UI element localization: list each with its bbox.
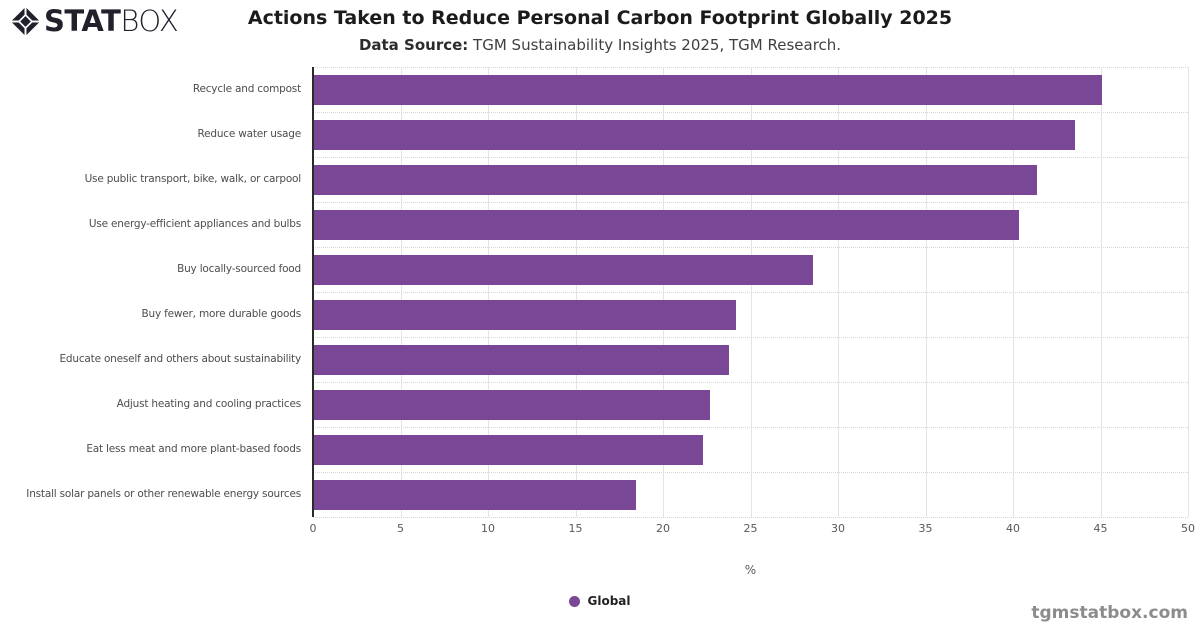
bar-6 [314, 344, 729, 375]
v-gridline [1100, 67, 1102, 517]
watermark: tgmstatbox.com [1031, 603, 1188, 623]
x-tick-label: 50 [1181, 522, 1195, 535]
bar-9 [314, 479, 636, 510]
chart-title: Actions Taken to Reduce Personal Carbon … [247, 7, 953, 29]
statbox-logo: STATBOX [10, 4, 179, 38]
x-tick-label: 5 [397, 522, 404, 535]
v-gridline [1013, 67, 1014, 517]
x-tick-label: 25 [743, 522, 758, 535]
bar-1 [314, 119, 1076, 150]
bar-chart: Recycle and compost Reduce water usage Use… [0, 67, 1200, 535]
legend-label: Global [587, 594, 631, 608]
category-label-2: Use public transport, bike, walk, or car… [84, 173, 302, 185]
legend-dot-icon [569, 595, 581, 607]
legend-item-global[interactable]: Global [569, 594, 631, 608]
category-label-6: Educate oneself and others about sustain… [59, 353, 301, 365]
data-source-label: Data Source: [358, 36, 469, 54]
plot-area: 0 5 10 15 20 25 30 35 40 45 50 [310, 67, 1195, 535]
bar-7 [314, 389, 710, 420]
h-gridline [313, 517, 1188, 518]
bar-8 [314, 434, 703, 465]
data-source-text: TGM Sustainability Insights 2025, TGM Re… [468, 36, 842, 54]
v-gridline [400, 67, 402, 517]
v-gridline [488, 67, 489, 517]
bar-5 [314, 299, 736, 330]
category-label-5: Buy fewer, more durable goods [141, 308, 302, 320]
logo-stat: STAT [44, 4, 121, 38]
v-gridline [575, 67, 577, 517]
x-tick-label: 20 [656, 522, 670, 535]
x-tick-label: 30 [831, 522, 845, 535]
legend: Global [0, 594, 1200, 608]
chart-subtitle: Data Source: TGM Sustainability Insights… [0, 36, 1200, 54]
x-tick-label: 45 [1093, 522, 1108, 535]
diamond-icon [10, 6, 41, 37]
category-label-4: Buy locally-sourced food [177, 263, 301, 275]
bar-0 [314, 74, 1102, 105]
logo-box: BOX [120, 4, 179, 38]
category-label-1: Reduce water usage [197, 128, 301, 140]
category-label-0: Recycle and compost [192, 83, 301, 95]
v-gridline [838, 67, 839, 517]
x-tick-label: 35 [918, 522, 933, 535]
category-label-7: Adjust heating and cooling practices [116, 398, 302, 410]
bar-4 [314, 254, 813, 285]
bar-2 [314, 164, 1037, 195]
v-gridline [925, 67, 927, 517]
category-label-3: Use energy-efficient appliances and bulb… [88, 218, 301, 230]
logo-wordmark: STATBOX [44, 4, 179, 38]
x-axis-label: % [744, 563, 757, 577]
v-gridline [663, 67, 664, 517]
bar-3 [314, 209, 1020, 240]
x-tick-label: 40 [1006, 522, 1020, 535]
x-tick-label: 15 [568, 522, 583, 535]
x-tick-label: 0 [309, 522, 317, 535]
v-gridline [1188, 67, 1189, 517]
category-label-9: Install solar panels or other renewable … [26, 488, 301, 500]
v-gridline [750, 67, 752, 517]
y-axis-line [312, 67, 314, 517]
category-label-8: Eat less meat and more plant-based foods [86, 443, 301, 455]
x-tick-label: 10 [481, 522, 495, 535]
